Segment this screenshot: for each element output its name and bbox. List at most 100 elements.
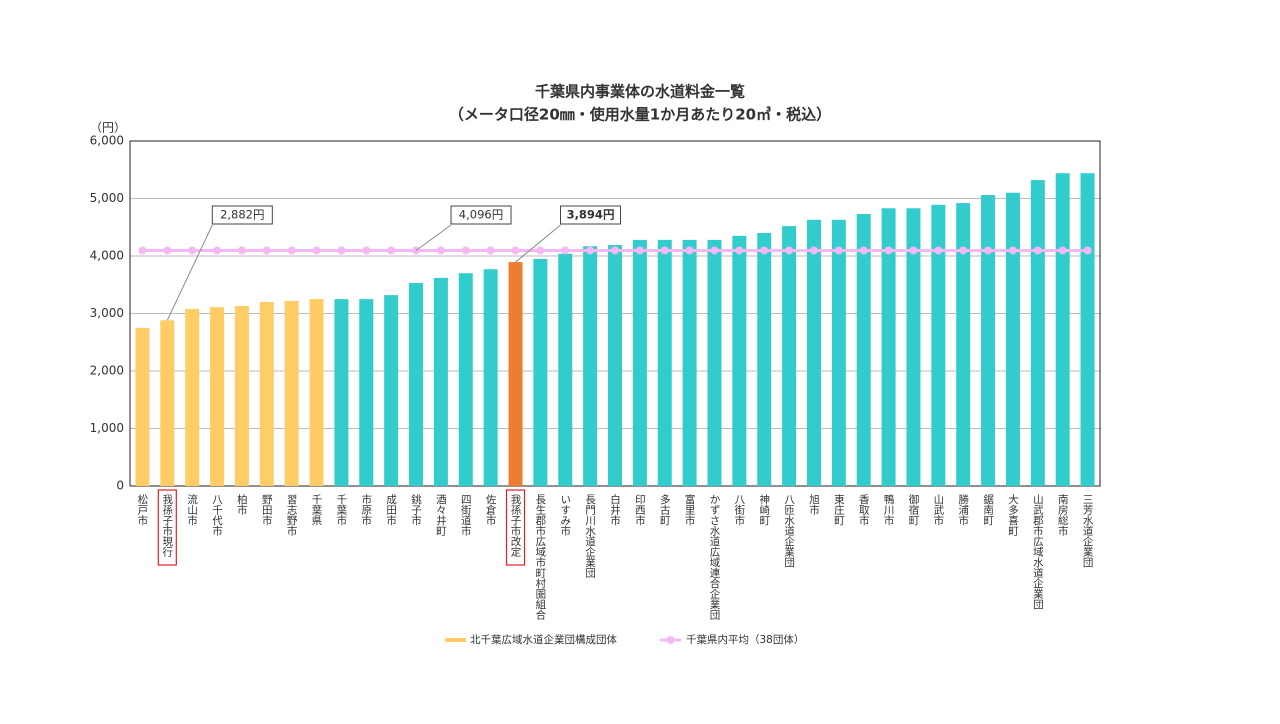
average-point — [511, 246, 520, 255]
x-tick-label: 三芳水道企業団 — [1082, 494, 1094, 568]
bar — [682, 239, 697, 486]
bar — [956, 203, 971, 486]
x-tick-label: 我孫子市改定 — [510, 494, 522, 558]
legend-marker — [666, 636, 675, 644]
x-tick-label: 富里市 — [684, 493, 696, 526]
x-tick-label: 印西市 — [634, 494, 646, 526]
x-tick-label: 南房総市 — [1057, 493, 1069, 537]
bar — [806, 219, 821, 486]
bar — [707, 239, 722, 486]
bar — [458, 273, 473, 486]
x-tick-label: 鋸南町 — [982, 493, 994, 525]
bar — [657, 239, 672, 486]
x-tick-label: 多古町 — [659, 493, 671, 525]
bar — [1080, 173, 1095, 486]
average-point — [834, 246, 843, 255]
annotation-label: 4,096円 — [459, 208, 503, 222]
average-point — [362, 246, 371, 255]
x-tick-label: 山武市 — [932, 494, 944, 526]
average-point — [287, 246, 296, 255]
average-point — [436, 246, 445, 255]
bar — [135, 327, 150, 486]
x-tick-label: 大多喜町 — [1007, 493, 1019, 536]
bar — [632, 239, 647, 486]
average-point — [685, 246, 694, 255]
x-tick-label: 酒々井町 — [435, 493, 447, 536]
bar — [856, 214, 871, 486]
x-tick-label: 銚子市 — [410, 493, 422, 526]
y-tick-label: 1,000 — [90, 421, 124, 435]
x-tick-label: 柏市 — [236, 493, 248, 516]
y-tick-label: 4,000 — [90, 249, 124, 263]
bar — [533, 258, 548, 486]
y-tick-label: 2,000 — [90, 364, 124, 378]
x-tick-label: 八街市 — [733, 494, 745, 526]
average-point — [188, 246, 197, 255]
average-point — [163, 246, 172, 255]
y-tick-label: 0 — [116, 479, 124, 493]
x-tick-label: 神崎町 — [758, 493, 770, 525]
x-tick-label: 長生郡市広域市町村圏組合 — [534, 494, 546, 621]
bar — [1005, 192, 1020, 486]
bar — [433, 277, 448, 486]
category-highlight — [157, 489, 177, 566]
x-tick-label: 野田市 — [261, 494, 273, 526]
x-tick-label: 千葉県 — [311, 494, 323, 526]
average-point — [337, 246, 346, 255]
bar — [1030, 180, 1045, 486]
annotation-leader — [166, 224, 213, 321]
bar — [583, 246, 598, 486]
bar — [234, 306, 249, 486]
average-point — [760, 246, 769, 255]
average-point — [138, 246, 147, 255]
average-point — [859, 246, 868, 255]
average-point — [635, 246, 644, 255]
x-tick-label: 旭市 — [808, 494, 820, 516]
average-point — [611, 246, 619, 255]
x-tick-label: 習志野市 — [286, 494, 298, 537]
x-tick-label: かずさ水道広域連合企業団 — [708, 494, 720, 621]
x-tick-label: 八千代市 — [211, 494, 223, 537]
x-tick-label: 鴨川市 — [883, 493, 895, 526]
average-point — [312, 246, 321, 255]
x-tick-label: 佐倉市 — [485, 493, 497, 526]
y-unit: （円） — [90, 121, 126, 135]
y-tick-label: 5,000 — [90, 191, 124, 205]
bar — [732, 235, 747, 486]
x-tick-label: 山武郡市広域水道企業団 — [1032, 494, 1044, 610]
bar — [831, 219, 846, 486]
annotation-leader — [515, 224, 561, 263]
average-point — [237, 246, 246, 255]
x-tick-label: 松戸市 — [136, 493, 148, 526]
bar — [259, 302, 274, 486]
y-tick-label: 3,000 — [90, 306, 124, 320]
y-tick-label: 6,000 — [90, 134, 124, 148]
legend-label: 千葉県内平均（38団体） — [686, 633, 804, 646]
bar — [409, 283, 424, 486]
average-point — [959, 246, 968, 255]
average-point — [984, 246, 993, 255]
average-point — [387, 246, 396, 255]
bar — [931, 204, 946, 486]
x-tick-label: 四街道市 — [460, 494, 472, 537]
bar — [359, 299, 374, 486]
annotation-leader — [415, 224, 452, 251]
x-tick-label: 流山市 — [186, 493, 198, 526]
average-point — [735, 246, 744, 255]
x-tick-label: 御宿町 — [907, 493, 919, 525]
chart-title: 千葉県内事業体の水道料金一覧 — [535, 83, 745, 101]
x-tick-label: 八匝水道企業団 — [783, 494, 795, 568]
average-point — [586, 246, 595, 255]
annotation-box — [450, 205, 512, 225]
average-point — [1033, 246, 1042, 255]
x-tick-label: 我孫子市現行 — [161, 494, 173, 558]
average-point — [710, 246, 719, 255]
x-tick-label: いすみ市 — [559, 494, 571, 537]
average-point — [213, 246, 222, 255]
x-tick-label: 勝浦市 — [957, 493, 969, 526]
bar — [881, 208, 896, 486]
category-highlight — [505, 489, 526, 566]
bar — [608, 245, 622, 486]
average-point — [1058, 246, 1067, 255]
average-point — [1008, 246, 1017, 255]
